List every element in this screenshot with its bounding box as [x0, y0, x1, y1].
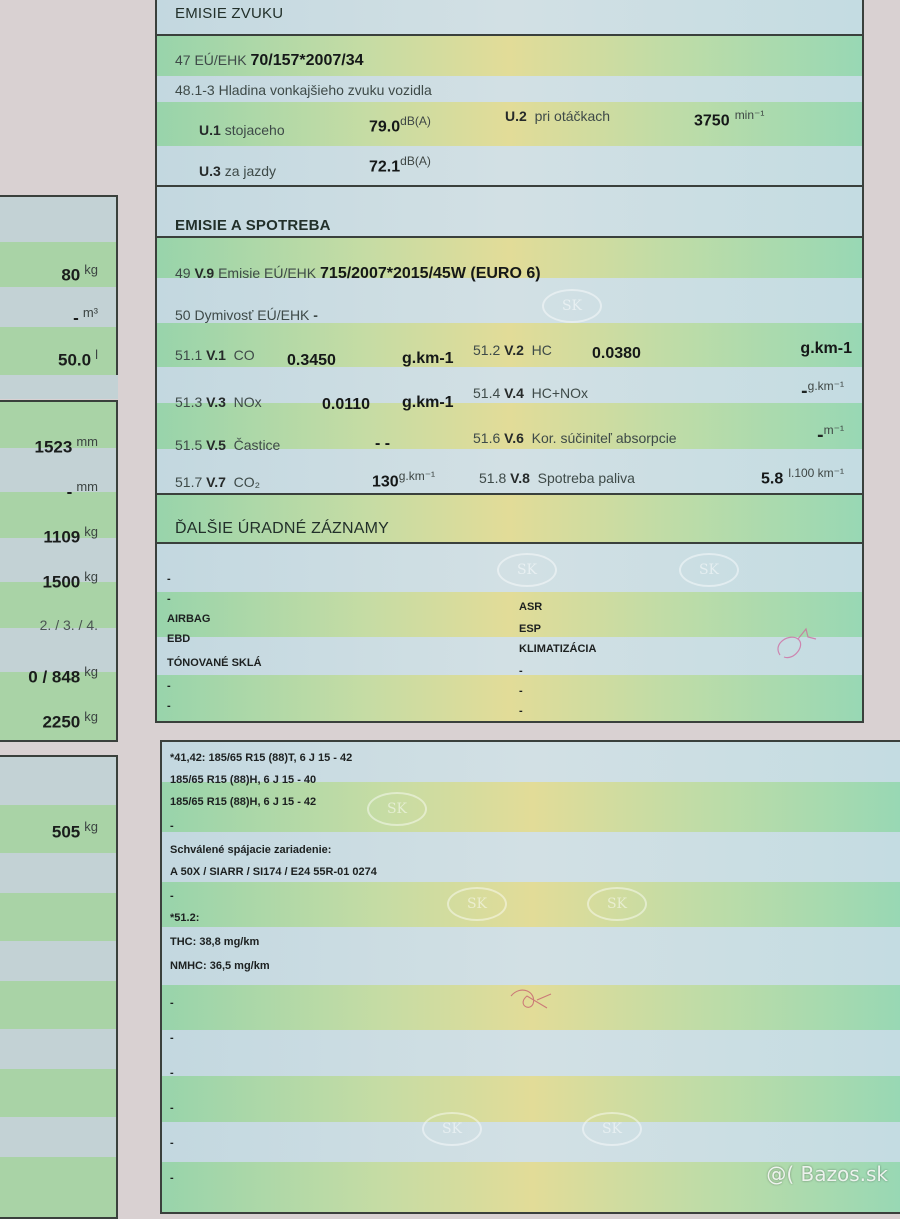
sk-seal-watermark: SK — [587, 887, 647, 921]
note-line: 185/65 R15 (88)H, 6 J 15 - 42 — [170, 796, 317, 808]
left-value: 2250 kg — [42, 709, 98, 732]
field-v2: 51.2 V.2 HC — [473, 342, 552, 358]
field-48-label: 48.1-3 Hladina vonkajšieho zvuku vozidla — [175, 82, 432, 98]
record-item: - — [519, 665, 523, 677]
note-line: - — [170, 1067, 174, 1079]
note-line: A 50X / SIARR / SI174 / E24 55R-01 0274 — [170, 866, 377, 878]
noise-emissions-section: EMISIE ZVUKU 47 EÚ/EHK 70/157*2007/34 48… — [155, 0, 864, 198]
field-u1: U.1 stojaceho — [199, 122, 285, 138]
field-v4: 51.4 V.4 HC+NOx — [473, 385, 589, 401]
field-47: 47 EÚ/EHK 70/157*2007/34 — [175, 52, 364, 69]
field-v1: 51.1 V.1 CO — [175, 347, 255, 363]
left-value: 50.0 l — [58, 347, 98, 370]
note-line: THC: 38,8 mg/km — [170, 936, 260, 948]
note-line: - — [170, 1137, 174, 1149]
sk-seal-watermark: SK — [582, 1112, 642, 1146]
sk-seal-watermark: SK — [422, 1112, 482, 1146]
record-item: EBD — [167, 633, 191, 645]
field-v5: 51.5 V.5 Častice — [175, 437, 281, 453]
record-item: KLIMATIZÁCIA — [519, 643, 597, 655]
note-line: *51.2: — [170, 912, 200, 924]
sk-seal-watermark: SK — [497, 553, 557, 587]
left-value: 2. / 3. / 4. — [39, 617, 98, 633]
field-v2-value: 0.0380 — [592, 345, 641, 362]
field-v7-value: 130g.km⁻¹ — [372, 469, 436, 491]
left-value: 505 kg — [51, 819, 98, 842]
signature-mark — [510, 989, 552, 1009]
sk-seal-watermark: SK — [679, 553, 739, 587]
note-line: - — [170, 1102, 174, 1114]
record-item: - — [167, 573, 171, 585]
note-line: 185/65 R15 (88)H, 6 J 15 - 40 — [170, 774, 317, 786]
record-item: - — [167, 680, 171, 692]
note-line: - — [170, 820, 174, 832]
field-v1-unit: g.km-1 — [402, 350, 454, 367]
record-item: - — [519, 685, 523, 697]
field-v8: 51.8 V.8 Spotreba paliva — [479, 470, 635, 486]
record-item: AIRBAG — [167, 613, 211, 625]
sk-seal-watermark: SK — [367, 792, 427, 826]
field-v4-value: -g.km⁻¹ — [801, 379, 844, 401]
field-v3: 51.3 V.3 NOx — [175, 394, 262, 410]
left-value: 1500 kg — [42, 569, 98, 592]
field-v6: 51.6 V.6 Kor. súčiniteľ absorpcie — [473, 430, 677, 446]
section-title: ĎALŠIE ÚRADNÉ ZÁZNAMY — [175, 520, 390, 537]
field-u3: U.3 za jazdy — [199, 163, 277, 179]
field-v1-value: 0.3450 — [287, 352, 336, 369]
left-gap — [0, 375, 118, 399]
field-u3-value: 72.1dB(A) — [369, 154, 431, 176]
record-item: - — [167, 593, 171, 605]
sk-seal-watermark: SK — [542, 289, 602, 323]
note-line: - — [170, 1032, 174, 1044]
record-item: - — [167, 700, 171, 712]
left-value: - m³ — [73, 305, 98, 328]
left-box-1: 80 kg - m³ 50.0 l — [0, 195, 118, 377]
section-title: EMISIE A SPOTREBA — [175, 217, 331, 234]
field-v6-value: -m⁻¹ — [817, 423, 844, 445]
left-value: 0 / 848 kg — [28, 664, 98, 687]
official-records-section: ĎALŠIE ÚRADNÉ ZÁZNAMY SK SK - - AIRBAG EBD T… — [155, 493, 864, 723]
field-v3-value: 0.0110 — [322, 396, 371, 413]
bazos-watermark: @( Bazos.sk — [766, 1162, 888, 1186]
note-line: Schválené spájacie zariadenie: — [170, 844, 332, 856]
record-item: ASR — [519, 601, 543, 613]
record-item: - — [167, 720, 171, 721]
field-50: 50 Dymivosť EÚ/EHK - — [175, 307, 318, 323]
left-box-3: 505 kg — [0, 755, 118, 1219]
left-box-2: 1523 mm - mm 1109 kg 1500 kg 2. / 3. / 4. 0 … — [0, 400, 118, 742]
record-item: TÓNOVANÉ SKLÁ — [167, 657, 262, 669]
field-u2: U.2 pri otáčkach — [505, 108, 611, 124]
field-v3-unit: g.km-1 — [402, 394, 454, 411]
field-u1-value: 79.0dB(A) — [369, 114, 431, 136]
record-item: ESP — [519, 623, 542, 635]
left-value: - mm — [66, 479, 98, 502]
note-line: - — [170, 890, 174, 902]
field-v7: 51.7 V.7 CO₂ — [175, 474, 261, 490]
field-v2-unit: g.km-1 — [800, 340, 852, 357]
record-item: - — [519, 705, 523, 717]
field-u2-value: 3750 min⁻¹ — [694, 108, 765, 130]
field-49: 49 V.9 Emisie EÚ/EHK 715/2007*2015/45W (… — [175, 265, 541, 282]
note-line: *41,42: 185/65 R15 (88)T, 6 J 15 - 42 — [170, 752, 353, 764]
section-title: EMISIE ZVUKU — [175, 5, 284, 22]
left-value: 1523 mm — [34, 434, 99, 457]
note-line: NMHC: 36,5 mg/km — [170, 960, 270, 972]
left-value: 80 kg — [61, 262, 98, 285]
signature-mark — [777, 627, 817, 659]
left-value: 1109 kg — [43, 524, 98, 547]
emissions-consumption-section: EMISIE A SPOTREBA SK 49 V.9 Emisie EÚ/EH… — [155, 185, 864, 497]
field-v5-value: - - — [375, 435, 391, 452]
note-line: - — [170, 1172, 174, 1184]
sk-seal-watermark: SK — [447, 887, 507, 921]
field-v8-value: 5.8 l.100 km⁻¹ — [760, 466, 844, 488]
note-line: - — [170, 997, 174, 1009]
notes-section: SK SK SK SK SK *41,42: 185/65 R15 (88)T,… — [160, 740, 900, 1214]
